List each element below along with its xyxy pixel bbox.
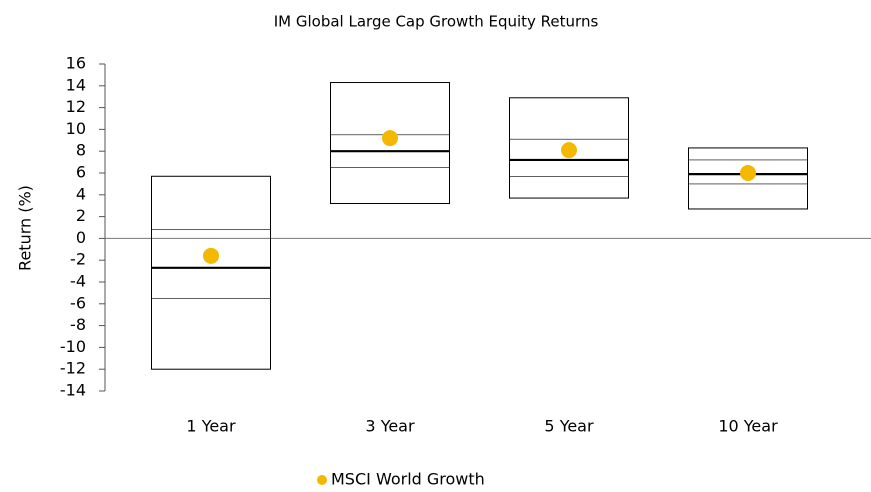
marker	[382, 130, 398, 147]
marker	[203, 247, 219, 264]
legend-label: MSCI World Growth	[331, 470, 485, 489]
y-tick-label: 2	[76, 206, 86, 225]
y-tick-label: -14	[60, 381, 86, 400]
x-tick-label: 10 Year	[718, 417, 778, 436]
y-tick-label: 0	[76, 228, 86, 247]
range-box	[330, 82, 450, 205]
y-tick-label: 8	[76, 141, 86, 160]
x-tick-label: 1 Year	[186, 417, 236, 436]
range-box	[688, 147, 808, 210]
marker	[740, 165, 756, 181]
y-tick-label: -8	[70, 315, 86, 334]
y-axis-label: Return (%)	[16, 185, 35, 271]
range-box	[151, 175, 271, 370]
chart-title: IM Global Large Cap Growth Equity Return…	[274, 13, 599, 31]
x-tick-label: 5 Year	[544, 417, 594, 436]
y-tick-label: 6	[76, 163, 86, 182]
range-box	[509, 97, 629, 199]
marker	[561, 142, 577, 159]
y-tick-label: -4	[70, 272, 86, 291]
y-tick-label: 10	[66, 119, 86, 138]
y-tick-label: 4	[76, 184, 86, 203]
y-tick-label: 14	[66, 75, 86, 94]
y-tick-label: 16	[66, 54, 86, 73]
y-tick-label: -2	[70, 250, 86, 269]
y-tick-label: -12	[60, 359, 86, 378]
x-tick-label: 3 Year	[365, 417, 415, 436]
y-tick-label: -6	[70, 293, 86, 312]
y-tick-label: -10	[60, 337, 86, 356]
legend-marker	[317, 475, 327, 485]
y-tick-label: 12	[66, 97, 86, 116]
